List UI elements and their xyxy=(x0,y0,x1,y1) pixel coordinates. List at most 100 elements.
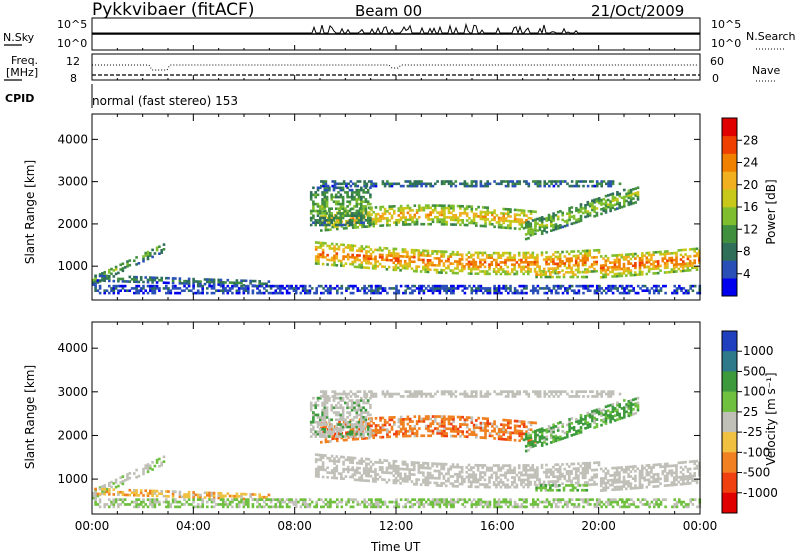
velocity-cell xyxy=(698,471,701,475)
power-cell xyxy=(622,265,626,268)
power-cell xyxy=(309,219,313,222)
power-cell xyxy=(171,277,175,280)
velocity-cell xyxy=(354,435,357,439)
power-cell xyxy=(357,202,361,206)
power-cell xyxy=(438,289,442,292)
power-cell xyxy=(550,215,553,218)
power-cell xyxy=(388,219,391,222)
velocity-cell xyxy=(447,470,450,473)
power-cell xyxy=(550,217,553,221)
velocity-cell xyxy=(410,463,414,467)
velocity-cell xyxy=(196,505,200,509)
power-cell xyxy=(575,209,578,212)
velocity-cell xyxy=(215,503,218,506)
power-cell xyxy=(618,258,621,262)
power-cell xyxy=(629,191,633,194)
power-cell xyxy=(201,291,204,295)
power-cell xyxy=(215,289,218,292)
velocity-cell xyxy=(472,423,476,427)
velocity-cell xyxy=(301,503,305,506)
velocity-cell xyxy=(632,503,635,506)
velocity-cell xyxy=(615,478,619,482)
velocity-cell xyxy=(479,436,483,439)
velocity-cell xyxy=(419,483,423,486)
power-cell xyxy=(504,284,508,288)
velocity-cell xyxy=(540,466,544,469)
velocity-cell xyxy=(117,490,120,494)
power-cell xyxy=(408,255,411,259)
power-cell xyxy=(411,182,414,186)
velocity-cell xyxy=(417,466,421,469)
velocity-cell xyxy=(162,455,166,459)
power-cell xyxy=(314,255,318,258)
power-cell xyxy=(276,287,280,290)
power-cell xyxy=(349,284,353,288)
velocity-cell xyxy=(445,432,448,435)
power-cell xyxy=(486,182,489,186)
velocity-cell xyxy=(167,505,170,509)
power-cell xyxy=(408,264,411,268)
power-cell xyxy=(476,272,480,275)
power-cell xyxy=(586,284,590,288)
power-cell xyxy=(367,211,371,214)
power-cell xyxy=(253,279,257,283)
velocity-cell xyxy=(470,421,474,424)
velocity-cell xyxy=(463,478,466,481)
power-cell xyxy=(335,252,339,255)
power-cell xyxy=(155,276,159,280)
velocity-cell xyxy=(595,461,598,464)
power-cell xyxy=(570,215,574,219)
power-cell xyxy=(627,269,630,273)
power-cell xyxy=(465,214,469,218)
velocity-cell xyxy=(516,505,519,509)
power-cell xyxy=(568,264,571,267)
power-cell xyxy=(94,274,97,278)
power-cell xyxy=(206,278,209,281)
velocity-cell xyxy=(493,505,496,509)
power-cell xyxy=(350,207,354,210)
power-cell xyxy=(573,289,576,292)
power-cell xyxy=(146,291,150,295)
velocity-cell xyxy=(450,434,453,438)
velocity-cell xyxy=(643,498,647,501)
power-cell xyxy=(435,271,439,274)
power-cell xyxy=(326,291,330,295)
power-cell xyxy=(133,275,136,279)
power-cell xyxy=(323,221,327,224)
power-cell xyxy=(325,186,329,190)
power-cell xyxy=(139,287,143,290)
power-cell xyxy=(149,252,152,255)
power-cell xyxy=(244,289,248,292)
power-cell xyxy=(353,265,357,269)
power-cell xyxy=(470,260,473,264)
velocity-cell xyxy=(379,435,382,439)
velocity-cell xyxy=(399,427,403,431)
power-cell xyxy=(647,253,651,257)
power-cell xyxy=(534,225,537,228)
velocity-cell xyxy=(397,418,401,421)
velocity-cell xyxy=(402,434,405,438)
power-cell xyxy=(369,195,372,199)
power-cell xyxy=(607,180,610,183)
velocity-cell xyxy=(410,480,414,483)
power-cell xyxy=(636,273,639,276)
power-cell xyxy=(492,268,496,271)
velocity-cell xyxy=(436,429,439,433)
velocity-cell xyxy=(402,505,405,509)
velocity-cell xyxy=(593,461,596,465)
velocity-cell xyxy=(698,469,701,472)
power-cell xyxy=(435,252,439,256)
power-cell xyxy=(554,269,557,273)
velocity-cell xyxy=(427,498,430,501)
power-cell xyxy=(151,287,154,290)
power-cell xyxy=(682,287,686,290)
velocity-cell xyxy=(615,466,619,470)
velocity-cell xyxy=(402,420,405,424)
velocity-cell xyxy=(602,481,605,485)
power-cell xyxy=(570,259,573,263)
velocity-cell xyxy=(397,432,401,436)
velocity-cell xyxy=(470,475,473,479)
power-cell xyxy=(550,291,553,295)
velocity-cell xyxy=(121,493,125,497)
power-cell xyxy=(374,213,378,216)
